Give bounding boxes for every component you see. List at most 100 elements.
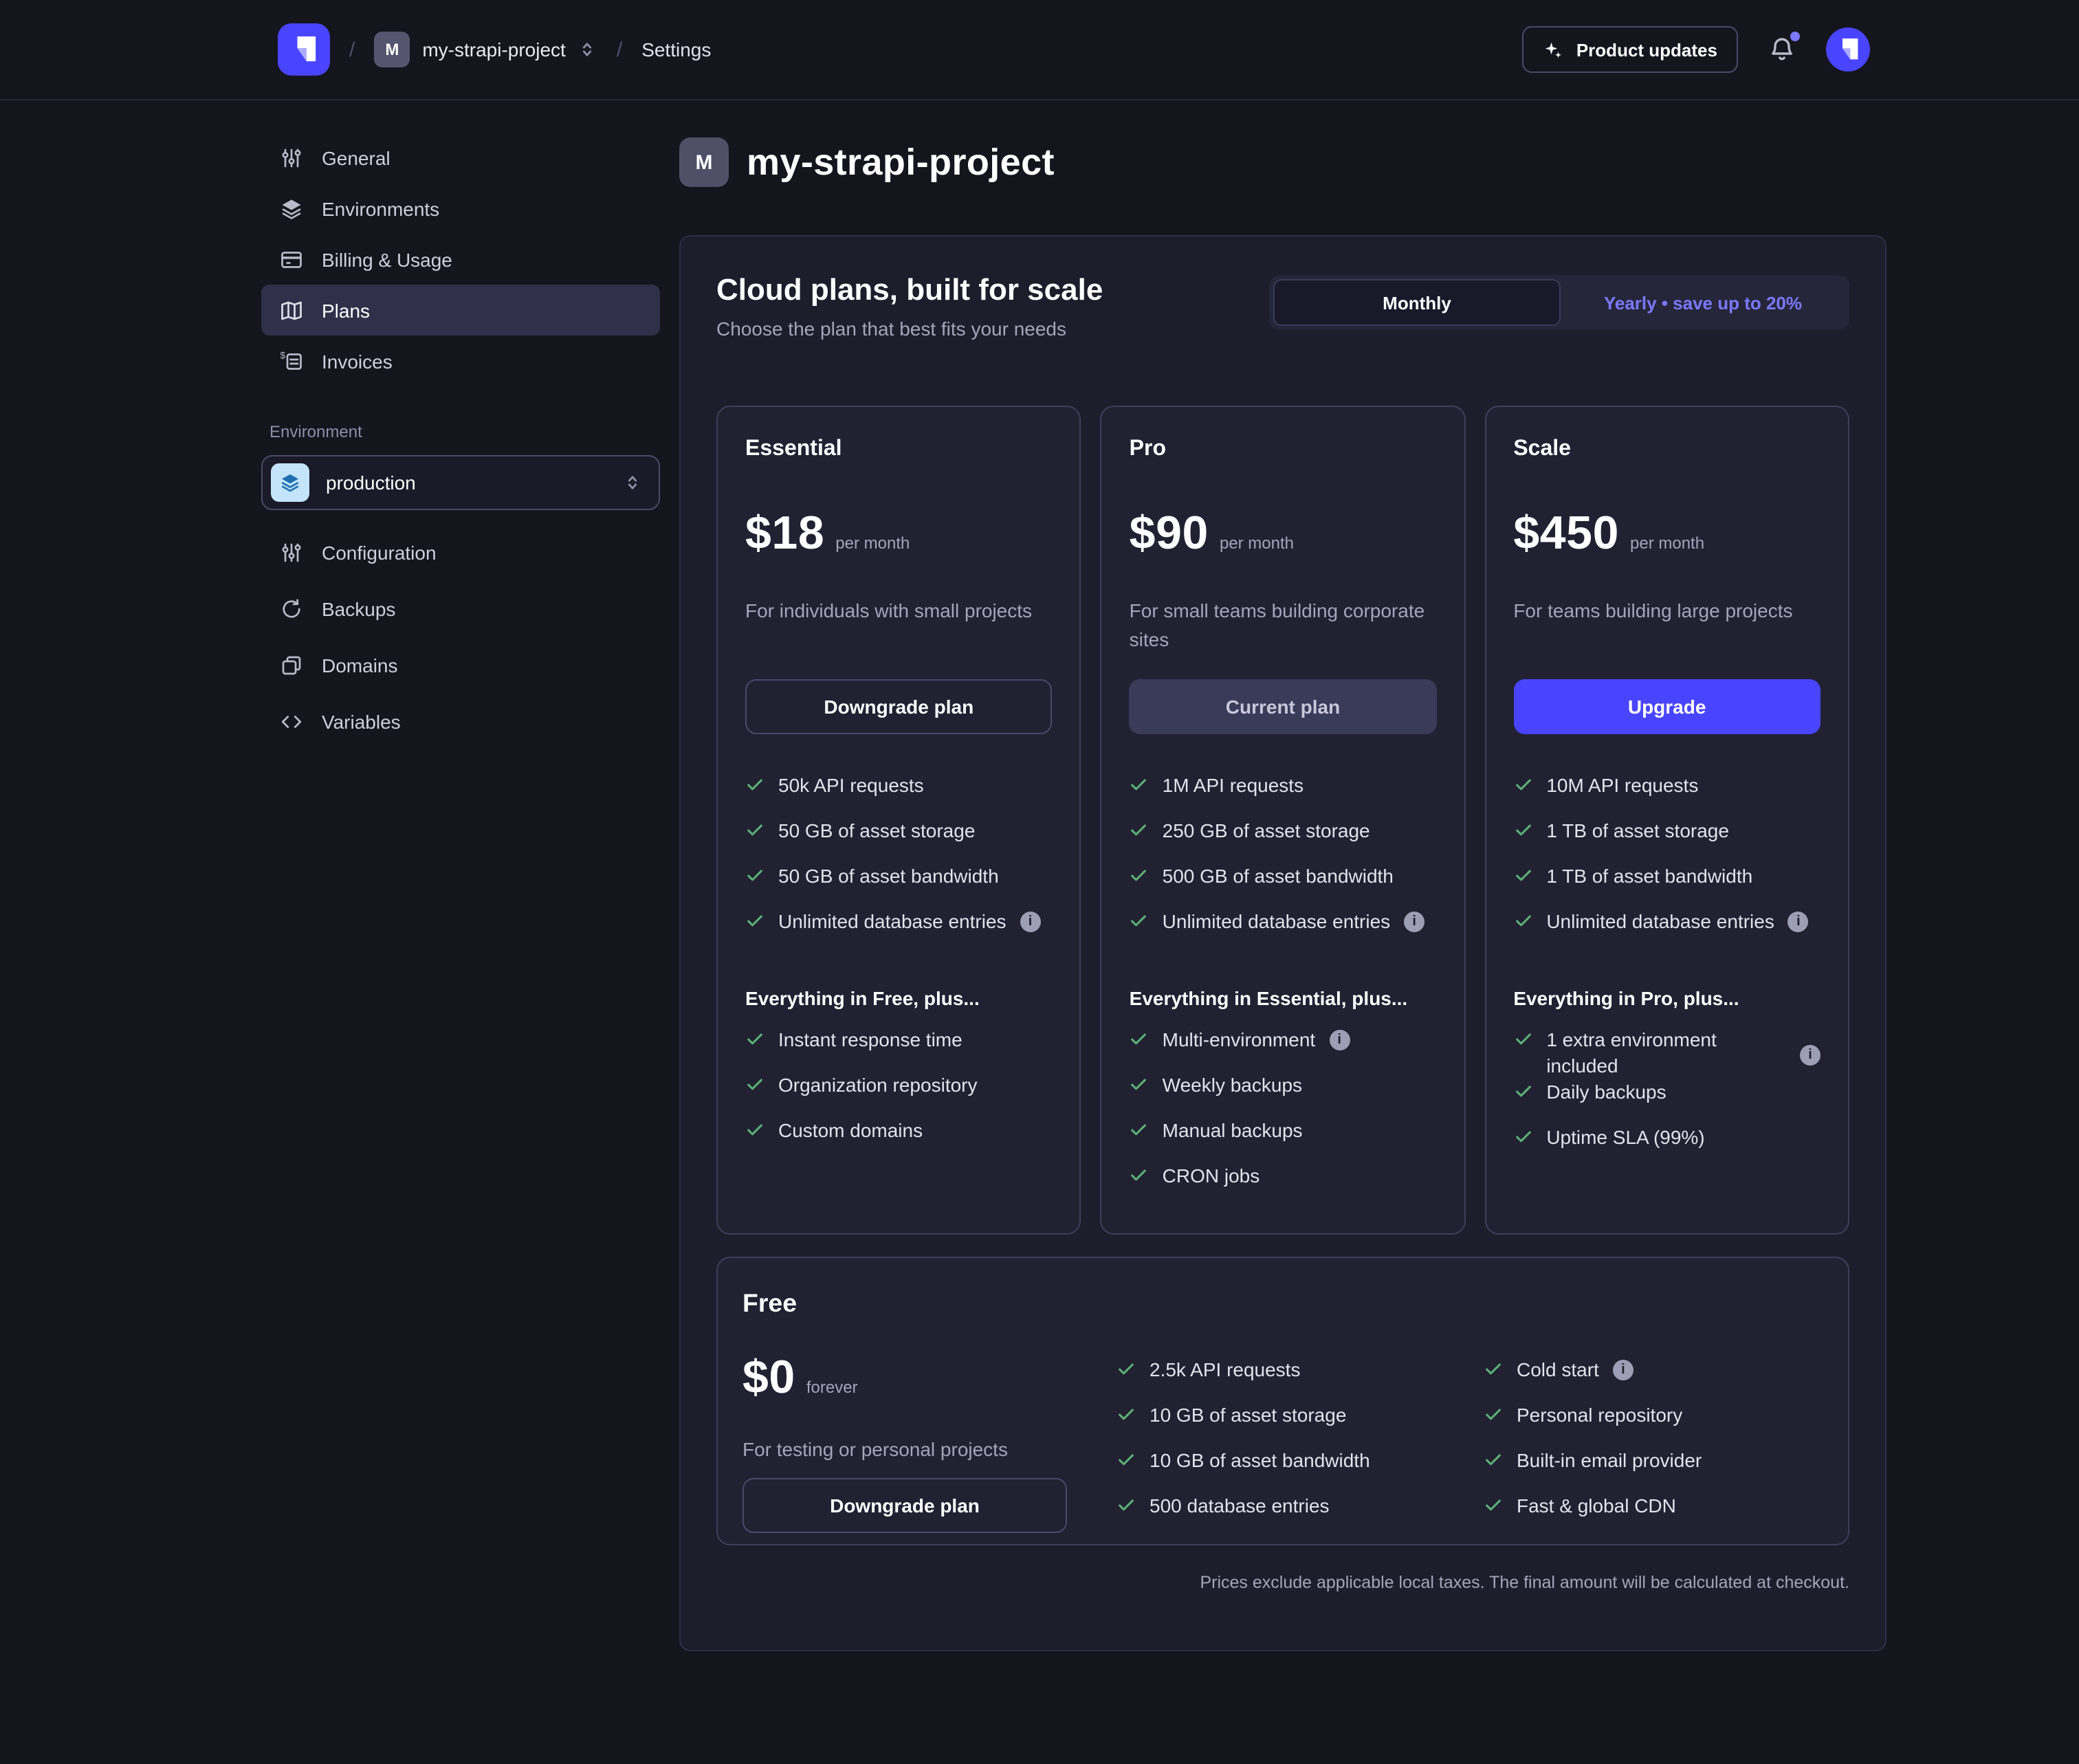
- sidebar-item-environments[interactable]: Environments: [261, 183, 660, 234]
- feature-item: 50 GB of asset bandwidth: [745, 863, 1053, 909]
- environment-select[interactable]: production: [261, 455, 660, 510]
- plan-period: per month: [1219, 533, 1294, 553]
- feature-item: 50 GB of asset storage: [745, 818, 1053, 863]
- svg-text:$: $: [280, 350, 286, 360]
- sidebar-item-general[interactable]: General: [261, 132, 660, 183]
- feature-item: Unlimited database entries i: [1513, 909, 1820, 954]
- plan-extra-features: 1 extra environment included i Daily bac…: [1513, 1027, 1820, 1170]
- feature-label: 50 GB of asset storage: [778, 819, 976, 841]
- info-icon[interactable]: i: [1799, 1044, 1820, 1065]
- sidebar-item-configuration[interactable]: Configuration: [261, 524, 660, 580]
- check-icon: [1486, 1499, 1501, 1511]
- environment-layers-icon: [271, 463, 309, 502]
- project-title-badge: M: [679, 137, 729, 187]
- check-icon: [1515, 915, 1531, 927]
- feature-label: 250 GB of asset storage: [1162, 819, 1370, 841]
- feature-item: 500 GB of asset bandwidth: [1130, 863, 1437, 909]
- feature-item: 10M API requests: [1513, 773, 1820, 818]
- free-plan-summary: Free $0 forever For testing or personal …: [742, 1288, 1089, 1533]
- feature-item: 500 database entries: [1116, 1493, 1456, 1539]
- strapi-logo-icon: [297, 36, 316, 62]
- check-icon: [1515, 1033, 1531, 1045]
- plan-period: per month: [835, 533, 910, 553]
- check-icon: [747, 1124, 762, 1136]
- info-icon[interactable]: i: [1788, 912, 1809, 932]
- sidebar: General Environments Billing & Usage: [261, 132, 660, 749]
- code-icon: [281, 715, 302, 727]
- project-switcher[interactable]: M my-strapi-project: [374, 32, 597, 67]
- product-updates-button[interactable]: Product updates: [1522, 26, 1738, 73]
- sidebar-item-invoices[interactable]: $ Invoices: [261, 335, 660, 386]
- chevron-up-down-icon: [623, 473, 642, 492]
- plan-name: Essential: [745, 437, 842, 461]
- feature-label: 1 TB of asset bandwidth: [1546, 865, 1753, 887]
- sidebar-item-label: Configuration: [322, 541, 437, 563]
- feature-label: 10 GB of asset bandwidth: [1150, 1449, 1370, 1471]
- feature-label: 10 GB of asset storage: [1150, 1404, 1347, 1426]
- info-icon[interactable]: i: [1404, 912, 1425, 932]
- sidebar-item-label: Billing & Usage: [322, 248, 452, 270]
- notifications-bell-icon[interactable]: [1766, 32, 1800, 66]
- plans-heading: Cloud plans, built for scale: [716, 272, 1103, 307]
- feature-label: Unlimited database entries: [1162, 910, 1391, 932]
- feature-item: 250 GB of asset storage: [1130, 818, 1437, 863]
- sparkles-icon: [1546, 41, 1562, 58]
- check-icon: [1131, 1033, 1147, 1045]
- toggle-yearly[interactable]: Yearly • save up to 20%: [1603, 292, 1802, 313]
- upgrade-button[interactable]: Upgrade: [1513, 679, 1820, 734]
- feature-item: 1 extra environment included i: [1513, 1027, 1820, 1079]
- plan-extra-heading: Everything in Pro, plus...: [1513, 987, 1739, 1009]
- pricing-footnote: Prices exclude applicable local taxes. T…: [1200, 1573, 1849, 1592]
- environment-nav: Configuration Backups Domains Variables: [261, 524, 660, 749]
- breadcrumb-settings[interactable]: Settings: [641, 38, 712, 60]
- downgrade-plan-button[interactable]: Downgrade plan: [745, 679, 1053, 734]
- downgrade-plan-button[interactable]: Downgrade plan: [742, 1478, 1067, 1533]
- plan-price: $0: [742, 1352, 795, 1404]
- info-icon[interactable]: i: [1329, 1030, 1350, 1050]
- feature-label: 500 database entries: [1150, 1495, 1330, 1517]
- toggle-monthly[interactable]: Monthly: [1273, 279, 1561, 326]
- feature-item: Daily backups: [1513, 1079, 1820, 1125]
- info-icon[interactable]: i: [1612, 1360, 1634, 1380]
- check-icon: [1131, 824, 1147, 836]
- feature-item: 50k API requests: [745, 773, 1053, 818]
- sidebar-item-plans[interactable]: Plans: [261, 285, 660, 335]
- sidebar-item-label: Backups: [322, 597, 396, 619]
- feature-label: Cold start: [1517, 1358, 1599, 1380]
- feature-item: Personal repository: [1484, 1402, 1823, 1448]
- feature-label: Custom domains: [778, 1119, 923, 1141]
- check-icon: [1486, 1409, 1501, 1420]
- check-icon: [1131, 1079, 1147, 1090]
- check-icon: [1131, 915, 1147, 927]
- sidebar-item-variables[interactable]: Variables: [261, 693, 660, 749]
- strapi-logo[interactable]: [278, 23, 330, 76]
- sidebar-item-billing-usage[interactable]: Billing & Usage: [261, 234, 660, 285]
- plan-card-free: Free $0 forever For testing or personal …: [716, 1257, 1849, 1545]
- feature-item: 1M API requests: [1130, 773, 1437, 818]
- plan-price: $18: [745, 507, 825, 560]
- panel-header: Cloud plans, built for scale Choose the …: [716, 272, 1849, 340]
- plan-card-scale: Scale $450 per month For teams building …: [1484, 406, 1849, 1235]
- feature-label: CRON jobs: [1162, 1165, 1260, 1187]
- check-icon: [747, 779, 762, 791]
- feature-item: 10 GB of asset storage: [1116, 1402, 1456, 1448]
- plan-description: For teams building large projects: [1513, 599, 1793, 621]
- feature-label: Built-in email provider: [1517, 1449, 1702, 1471]
- top-bar-actions: Product updates: [1522, 0, 1870, 99]
- sidebar-item-domains[interactable]: Domains: [261, 637, 660, 693]
- feature-item: CRON jobs: [1130, 1163, 1437, 1209]
- sidebar-item-backups[interactable]: Backups: [261, 580, 660, 637]
- sliders-icon: [282, 148, 301, 167]
- feature-item: 2.5k API requests: [1116, 1357, 1456, 1402]
- plan-price-row: $18 per month: [745, 507, 1053, 561]
- plan-cards: Essential $18 per month For individuals …: [716, 406, 1849, 1235]
- feature-label: Personal repository: [1517, 1404, 1683, 1426]
- feature-item: Fast & global CDN: [1484, 1493, 1823, 1539]
- user-avatar[interactable]: [1826, 27, 1870, 71]
- feature-label: Unlimited database entries: [778, 910, 1006, 932]
- sidebar-item-label: Domains: [322, 654, 398, 676]
- plans-panel: Cloud plans, built for scale Choose the …: [679, 235, 1886, 1651]
- plan-name: Pro: [1129, 437, 1166, 461]
- info-icon[interactable]: i: [1020, 912, 1041, 932]
- feature-label: 1M API requests: [1162, 774, 1304, 796]
